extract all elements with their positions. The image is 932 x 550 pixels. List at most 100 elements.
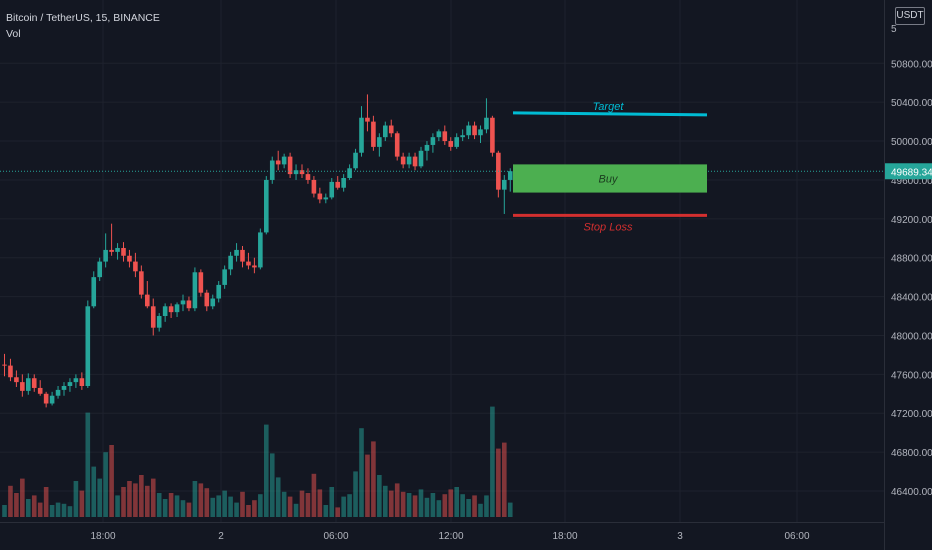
candle-body	[436, 131, 442, 138]
volume-bar	[186, 502, 192, 517]
candle-body	[55, 389, 61, 396]
volume-bar	[305, 493, 311, 517]
volume-bar	[460, 494, 465, 517]
candle-body	[383, 125, 388, 138]
candle-body	[127, 255, 132, 262]
price-tick-label: 50000.00	[891, 137, 932, 148]
candle-body	[430, 137, 436, 145]
volume-bar	[121, 487, 126, 517]
candle-body	[67, 382, 73, 387]
time-tick-label: 12:00	[438, 531, 463, 542]
volume-indicator-label[interactable]: Vol	[6, 28, 21, 40]
candle-body	[472, 125, 477, 136]
candle-body	[293, 170, 299, 175]
volume-bar	[394, 483, 400, 517]
volume-bar	[198, 483, 204, 517]
candle-body	[150, 306, 156, 328]
candle-body	[252, 265, 257, 268]
price-tick-label: 49200.00	[891, 215, 932, 226]
candle-body	[317, 193, 323, 200]
candle-body	[424, 144, 430, 151]
volume-bar	[73, 481, 79, 517]
volume-bar	[507, 502, 513, 517]
volume-bar	[317, 489, 323, 517]
time-tick-label: 06:00	[323, 531, 348, 542]
candle-body	[115, 247, 120, 252]
volume-bar	[448, 489, 454, 517]
volume-bar	[61, 503, 67, 517]
volume-bar	[49, 505, 55, 517]
symbol-title[interactable]: Bitcoin / TetherUS, 15, BINANCE	[6, 12, 160, 24]
volume-bar	[436, 500, 442, 517]
candle-body	[79, 378, 85, 387]
volume-bar	[109, 445, 114, 517]
candle-body	[412, 156, 418, 167]
volume-bar	[139, 475, 144, 517]
candle-body	[269, 160, 275, 180]
volume-bar	[180, 500, 186, 517]
target-line	[512, 111, 708, 117]
candle-body	[222, 269, 227, 285]
volume-bar	[246, 505, 251, 517]
candle-body	[353, 152, 358, 169]
price-tick-label: 50400.00	[891, 98, 932, 109]
volume-bar	[252, 500, 257, 517]
volume-bar	[26, 499, 31, 517]
volume-bar	[329, 487, 335, 517]
candle-body	[145, 294, 150, 307]
volume-bar	[412, 495, 418, 517]
volume-bar	[478, 503, 483, 517]
volume-bar	[353, 471, 358, 517]
volume-bar	[269, 453, 275, 517]
volume-bar	[377, 475, 382, 517]
volume-bar	[20, 478, 25, 517]
volume-bar	[484, 495, 489, 517]
candle-body	[305, 174, 311, 180]
time-tick-label: 06:00	[784, 531, 809, 542]
volume-bar	[388, 490, 394, 517]
candle-body	[502, 179, 507, 190]
time-tick-label: 18:00	[90, 531, 115, 542]
candle-body	[365, 117, 370, 122]
volume-bar	[216, 495, 221, 517]
candle-body	[329, 181, 335, 198]
candle-body	[371, 121, 376, 147]
candle-body	[400, 156, 406, 165]
candle-body	[103, 249, 108, 262]
price-tick-label: 50800.00	[891, 59, 932, 70]
candle-body	[91, 277, 97, 307]
volume-bar	[156, 493, 162, 517]
volume-bar	[228, 496, 233, 517]
volume-bar	[275, 477, 281, 517]
candle-body	[246, 261, 251, 266]
volume-bar	[234, 502, 239, 517]
candle-body	[275, 160, 281, 165]
volume-bar	[67, 506, 73, 517]
candle-body	[258, 232, 263, 268]
volume-bar	[502, 442, 507, 517]
candle-body	[121, 247, 126, 256]
candle-body	[484, 117, 489, 130]
candle-body	[507, 171, 513, 180]
price-tick-label: 48000.00	[891, 331, 932, 342]
volume-bar	[168, 493, 174, 517]
candle-body	[133, 261, 138, 272]
candle-body	[26, 378, 31, 391]
currency-selector[interactable]: USDT	[895, 7, 925, 25]
candle-body	[299, 170, 305, 175]
volume-bar	[472, 495, 477, 517]
volume-bar	[127, 481, 132, 517]
candle-body	[8, 365, 13, 378]
volume-bar	[210, 497, 216, 517]
candle-body	[204, 292, 210, 307]
volume-bar	[31, 495, 37, 517]
volume-bar	[406, 493, 412, 517]
target-label: Target	[593, 101, 625, 113]
time-tick-label: 3	[677, 531, 683, 542]
volume-bar	[281, 491, 287, 517]
volume-bar	[91, 466, 97, 517]
volume-bar	[103, 452, 108, 517]
candle-body	[31, 378, 37, 388]
candle-body	[186, 300, 192, 309]
